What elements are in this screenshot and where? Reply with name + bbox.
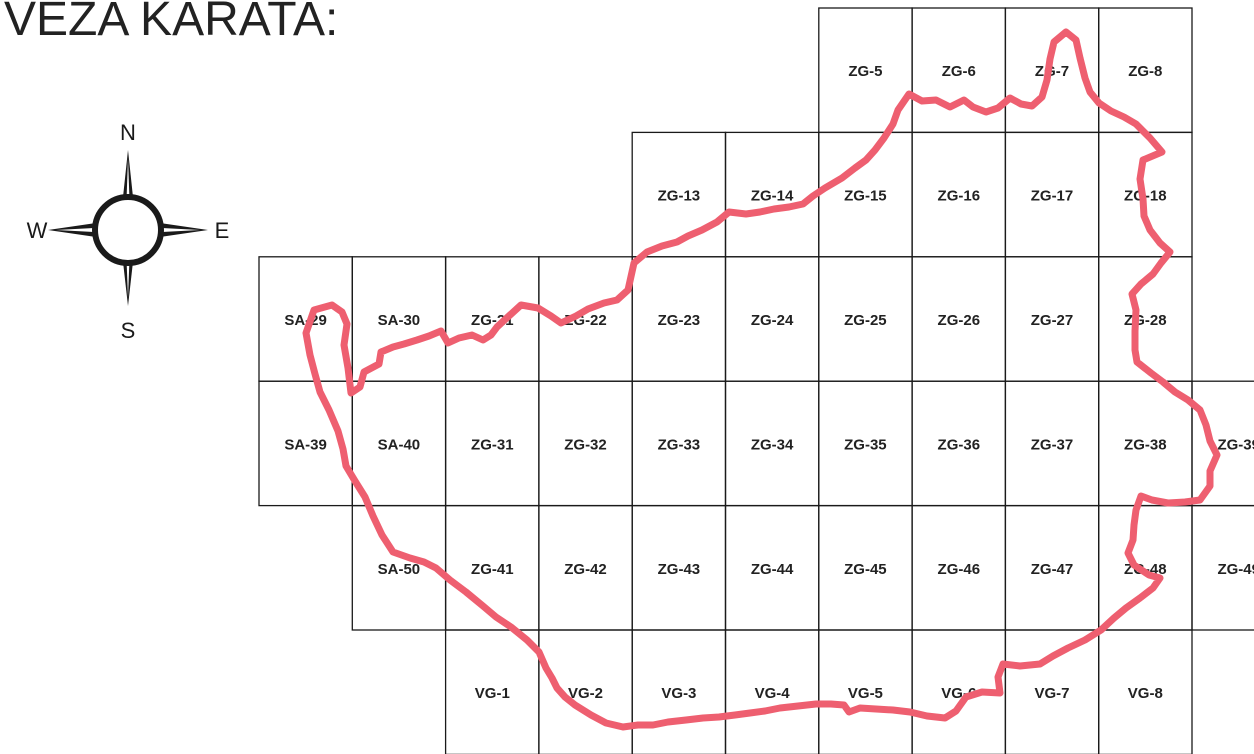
map-sheet-label: ZG-17	[1031, 188, 1074, 205]
map-sheet-label: VG-7	[1034, 685, 1069, 702]
map-sheet-zg-46: ZG-46	[911, 504, 1007, 631]
map-sheet-sa-30: SA-30	[351, 256, 447, 382]
compass-south-label: S	[121, 318, 136, 343]
compass-east-needle-highlight	[162, 228, 200, 232]
compass-west-label: W	[27, 218, 48, 243]
map-sheet-label: ZG-41	[471, 561, 514, 578]
map-sheet-label: ZG-42	[564, 561, 607, 578]
map-sheet-label: ZG-38	[1124, 436, 1167, 453]
map-sheet-label: ZG-45	[844, 561, 887, 578]
map-sheet-zg-32: ZG-32	[538, 380, 633, 507]
map-sheet-label: ZG-24	[751, 312, 794, 329]
map-sheet-zg-26: ZG-26	[911, 256, 1007, 382]
map-sheet-zg-39: ZG-39	[1191, 380, 1254, 507]
map-sheet-label: ZG-34	[751, 436, 794, 453]
map-sheet-zg-33: ZG-33	[631, 380, 727, 507]
map-sheet-label: ZG-46	[938, 561, 981, 578]
map-sheet-zg-16: ZG-16	[911, 131, 1007, 258]
map-sheet-zg-44: ZG-44	[724, 504, 820, 631]
map-sheet-label: ZG-13	[658, 188, 701, 205]
map-sheet-zg-38: ZG-38	[1098, 380, 1193, 507]
map-sheet-label: ZG-39	[1217, 436, 1254, 453]
map-sheet-label: ZG-37	[1031, 436, 1074, 453]
map-sheet-zg-36: ZG-36	[911, 380, 1007, 507]
map-sheet-zg-43: ZG-43	[631, 504, 727, 631]
map-sheet-zg-45: ZG-45	[818, 504, 913, 631]
map-sheet-vg-5: VG-5	[818, 629, 913, 754]
map-sheet-zg-42: ZG-42	[538, 504, 633, 631]
map-sheet-label: ZG-47	[1031, 561, 1074, 578]
map-sheet-zg-31: ZG-31	[444, 380, 540, 507]
compass-west-needle-highlight	[56, 228, 94, 232]
map-sheet-cell	[1098, 629, 1193, 754]
page-title: VEZA KARATA:	[4, 0, 339, 46]
map-sheet-label: ZG-36	[938, 436, 981, 453]
map-sheet-zg-35: ZG-35	[818, 380, 913, 507]
map-sheet-zg-37: ZG-37	[1004, 380, 1100, 507]
map-sheet-label: VG-1	[475, 685, 510, 702]
map-sheet-zg-17: ZG-17	[1004, 131, 1100, 258]
map-sheet-label: ZG-49	[1217, 561, 1254, 578]
map-sheet-label: ZG-25	[844, 312, 887, 329]
map-sheet-label: VG-4	[755, 685, 791, 702]
map-sheet-label: ZG-35	[844, 436, 887, 453]
map-sheet-cell	[1191, 504, 1254, 631]
map-sheet-zg-28: ZG-28	[1098, 256, 1193, 382]
map-sheet-label: SA-40	[378, 436, 421, 453]
map-sheet-label: ZG-27	[1031, 312, 1074, 329]
map-sheet-label: ZG-31	[471, 436, 514, 453]
map-sheet-label: ZG-23	[658, 312, 701, 329]
map-sheet-label: VG-2	[568, 685, 603, 702]
map-sheet-vg-1: VG-1	[444, 629, 540, 754]
map-sheet-zg-14: ZG-14	[724, 131, 820, 258]
map-sheet-zg-25: ZG-25	[818, 256, 913, 382]
map-sheet-label: VG-3	[661, 685, 696, 702]
map-sheet-label: ZG-15	[844, 188, 887, 205]
map-sheet-label: ZG-43	[658, 561, 701, 578]
compass-north-label: N	[120, 120, 136, 145]
map-sheet-vg-8: VG-8	[1098, 629, 1193, 754]
map-sheet-zg-34: ZG-34	[724, 380, 820, 507]
region-boundary-outline	[302, 28, 1221, 731]
map-sheet-zg-24: ZG-24	[724, 256, 820, 382]
map-sheet-label: SA-50	[378, 561, 421, 578]
map-sheet-label: ZG-33	[658, 436, 701, 453]
map-sheet-vg-3: VG-3	[631, 629, 727, 754]
map-sheet-label: SA-29	[284, 312, 327, 329]
compass-rose-icon: N S W E	[27, 120, 230, 343]
map-sheet-zg-47: ZG-47	[1004, 504, 1100, 631]
map-sheet-vg-4: VG-4	[724, 629, 820, 754]
compass-east-label: E	[215, 218, 230, 243]
map-sheet-zg-49: ZG-49	[1191, 504, 1254, 631]
map-sheet-zg-21: ZG-21	[444, 256, 540, 382]
map-sheet-label: ZG-8	[1128, 63, 1162, 80]
map-sheet-label: ZG-6	[942, 63, 976, 80]
map-sheet-zg-15: ZG-15	[818, 131, 913, 258]
map-sheet-label: SA-30	[378, 312, 421, 329]
sheet-grid: ZG-5 ZG-6 ZG-7 ZG-8 ZG-13 ZG-14 ZG-15 ZG-16 ZG-1…	[258, 7, 1254, 754]
map-sheet-label: ZG-16	[938, 188, 981, 205]
map-sheet-label: ZG-5	[848, 63, 882, 80]
map-sheet-label: ZG-32	[564, 436, 607, 453]
map-sheet-label: ZG-7	[1035, 63, 1069, 80]
map-sheet-zg-48: ZG-48	[1098, 504, 1193, 631]
map-sheet-vg-7: VG-7	[1004, 629, 1100, 754]
map-sheet-zg-27: ZG-27	[1004, 256, 1100, 382]
map-sheet-label: ZG-44	[751, 561, 794, 578]
map-sheet-vg-2: VG-2	[538, 629, 633, 754]
map-sheet-label: VG-5	[848, 685, 883, 702]
map-sheet-zg-23: ZG-23	[631, 256, 727, 382]
map-sheet-label: ZG-28	[1124, 312, 1167, 329]
map-sheet-label: ZG-26	[938, 312, 981, 329]
map-sheet-label: ZG-14	[751, 188, 794, 205]
compass-ring	[92, 194, 164, 266]
map-sheet-label: VG-8	[1128, 685, 1163, 702]
map-sheet-sa-29: SA-29	[258, 256, 353, 382]
map-sheet-sa-40: SA-40	[351, 380, 447, 507]
map-sheet-label: SA-39	[284, 436, 327, 453]
